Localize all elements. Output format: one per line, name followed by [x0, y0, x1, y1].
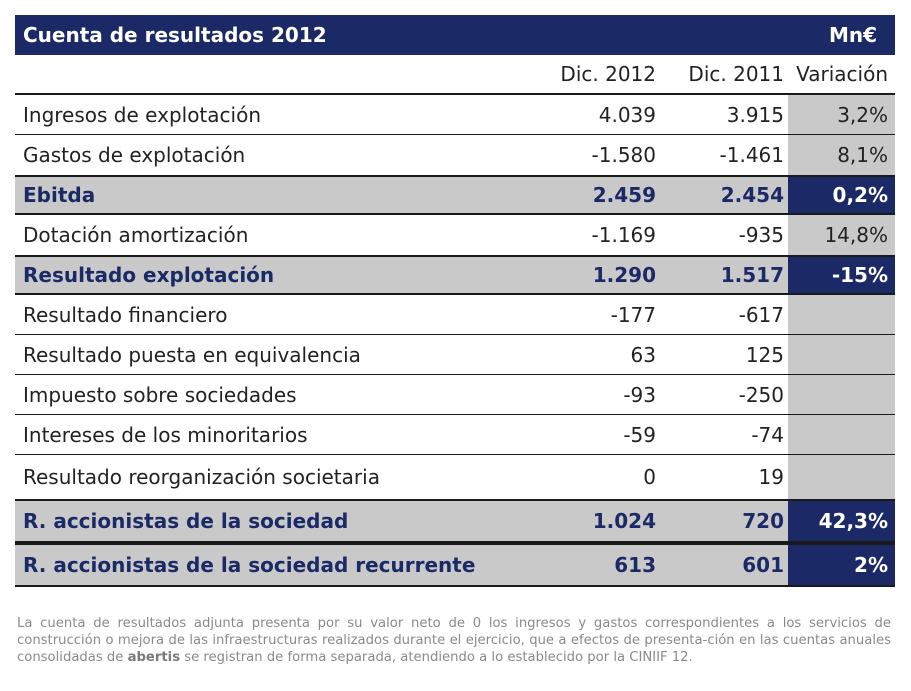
variation	[788, 335, 895, 374]
variation: -15%	[788, 257, 895, 293]
value-2011: 125	[745, 342, 784, 367]
variation: 8,1%	[788, 135, 895, 175]
value-2012: 63	[630, 342, 656, 367]
value-2012: -59	[623, 422, 656, 447]
table-row: Dotación amortización -1.169 -935 14,8%	[15, 215, 895, 255]
table-row: R. accionistas de la sociedad recurrente…	[15, 543, 895, 587]
unit-label: Mn€	[828, 23, 877, 47]
variation: 42,3%	[788, 501, 895, 541]
value-2011: -617	[738, 302, 784, 327]
value-2011: -935	[738, 223, 784, 247]
footnote: La cuenta de resultados adjunta presenta…	[17, 615, 891, 666]
value-2012: 1.290	[592, 263, 656, 287]
table-title: Cuenta de resultados 2012	[23, 23, 327, 47]
value-2011: 1.517	[720, 263, 784, 287]
table-title-bar: Cuenta de resultados 2012 Mn€	[15, 15, 895, 55]
variation	[788, 375, 895, 414]
variation	[788, 295, 895, 334]
value-2012: 4.039	[598, 102, 656, 127]
value-2011: 2.454	[720, 183, 784, 207]
row-label: Resultado financiero	[23, 302, 228, 327]
footnote-brand: abertis	[127, 650, 181, 665]
row-label: Resultado puesta en equivalencia	[23, 342, 361, 367]
row-label: Ebitda	[23, 183, 96, 207]
table-row: Resultado puesta en equivalencia 63 125	[15, 335, 895, 375]
variation: 14,8%	[788, 215, 895, 255]
value-2012: -93	[623, 382, 656, 407]
variation: 2%	[788, 545, 895, 585]
variation: 0,2%	[788, 177, 895, 213]
table-row: Gastos de explotación -1.580 -1.461 8,1%	[15, 135, 895, 175]
table-row: Resultado explotación 1.290 1.517 -15%	[15, 255, 895, 295]
income-statement-table: Cuenta de resultados 2012 Mn€ Dic. 2012 …	[15, 15, 895, 587]
column-header-2011: Dic. 2011	[688, 62, 784, 86]
variation	[788, 415, 895, 454]
value-2011: 720	[742, 509, 784, 533]
footnote-text-end: se registran de forma separada, atendien…	[180, 650, 693, 665]
table-row: Impuesto sobre sociedades -93 -250	[15, 375, 895, 415]
row-label: Dotación amortización	[23, 223, 249, 247]
column-header-variation: Variación	[796, 62, 888, 86]
value-2011: 3.915	[726, 102, 784, 127]
value-2011: -250	[738, 382, 784, 407]
value-2011: 601	[742, 553, 784, 577]
value-2012: 0	[643, 465, 656, 489]
variation: 3,2%	[788, 95, 895, 134]
table-row: Ebitda 2.459 2.454 0,2%	[15, 175, 895, 215]
row-label: R. accionistas de la sociedad recurrente	[23, 553, 476, 577]
value-2011: -74	[751, 422, 784, 447]
value-2012: -1.580	[591, 143, 656, 167]
table-body: Ingresos de explotación 4.039 3.915 3,2% Gas…	[15, 95, 895, 587]
row-label: R. accionistas de la sociedad	[23, 509, 349, 533]
row-label: Ingresos de explotación	[23, 102, 261, 127]
column-header-2012: Dic. 2012	[560, 62, 656, 86]
table-row: R. accionistas de la sociedad 1.024 720 42,…	[15, 499, 895, 543]
value-2012: -177	[610, 302, 656, 327]
footnote-text: La cuenta de resultados adjunta presenta…	[17, 616, 891, 665]
row-label: Impuesto sobre sociedades	[23, 382, 297, 407]
value-2012: -1.169	[591, 223, 656, 247]
value-2011: -1.461	[719, 143, 784, 167]
table-row: Resultado financiero -177 -617	[15, 295, 895, 335]
row-label: Resultado reorganización societaria	[23, 465, 380, 489]
table-row: Resultado reorganización societaria 0 19	[15, 455, 895, 499]
row-label: Gastos de explotación	[23, 143, 246, 167]
table-row: Intereses de los minoritarios -59 -74	[15, 415, 895, 455]
table-row: Ingresos de explotación 4.039 3.915 3,2%	[15, 95, 895, 135]
column-header-row: Dic. 2012 Dic. 2011 Variación	[15, 55, 895, 95]
value-2012: 2.459	[592, 183, 656, 207]
row-label: Resultado explotación	[23, 263, 275, 287]
value-2012: 613	[614, 553, 656, 577]
variation	[788, 455, 895, 499]
value-2011: 19	[758, 465, 784, 489]
value-2012: 1.024	[592, 509, 656, 533]
row-label: Intereses de los minoritarios	[23, 422, 308, 447]
